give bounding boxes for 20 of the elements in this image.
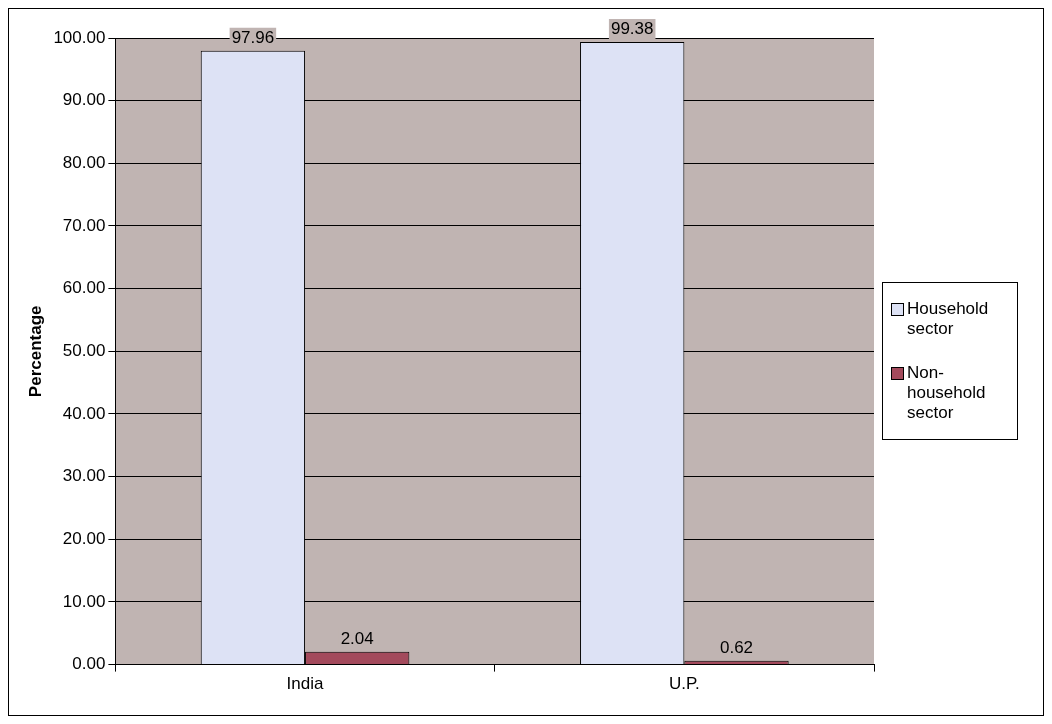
y-axis-title: Percentage (25, 305, 45, 398)
data-label: 97.96 (231, 27, 275, 47)
y-tick-label: 80.00 (62, 153, 106, 173)
y-tick-label: 60.00 (62, 278, 106, 298)
y-tick-label: 50.00 (62, 340, 106, 360)
legend-label: Household sector (907, 299, 990, 340)
data-label: 0.62 (719, 637, 754, 657)
x-tick-label: India (286, 674, 325, 694)
y-tick-label: 30.00 (62, 466, 106, 486)
y-tick-label: 70.00 (62, 215, 106, 235)
y-tick-label: 10.00 (62, 591, 106, 611)
x-tick-label: U.P. (668, 674, 700, 694)
data-label: 2.04 (340, 629, 374, 648)
y-tick-label: 0.00 (72, 654, 106, 674)
data-label: 99.38 (610, 19, 654, 39)
y-tick-label: 40.00 (62, 403, 106, 423)
legend-label: Non-household sector (907, 363, 987, 424)
y-tick-label: 100.00 (53, 27, 106, 47)
y-tick-label: 90.00 (62, 90, 106, 110)
y-tick-label: 20.00 (62, 528, 106, 548)
